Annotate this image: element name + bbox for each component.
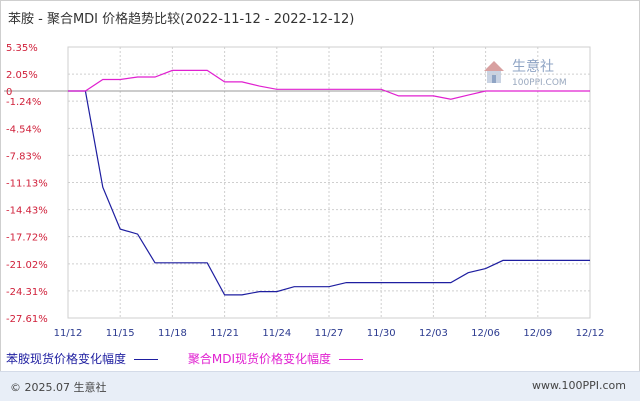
series-line-1 (68, 90, 590, 296)
series-lines (68, 69, 590, 296)
legend-swatch-series-1 (134, 359, 159, 360)
y-tick-label: -24.31% (6, 287, 48, 298)
site-link[interactable]: www.100PPI.com (532, 379, 626, 392)
legend-item-series-1: 苯胺现货价格变化幅度 (6, 350, 159, 367)
y-tick-label: -21.02% (6, 260, 48, 271)
legend-label-series-1: 苯胺现货价格变化幅度 (6, 352, 127, 366)
y-tick-label: 0 (6, 87, 12, 98)
y-tick-label: -17.72% (6, 233, 48, 244)
x-tick-label: 12/09 (523, 328, 552, 339)
x-tick-label: 12/12 (576, 328, 605, 339)
y-tick-label: -14.43% (6, 206, 48, 217)
grid (4, 46, 591, 319)
y-tick-label: 2.05% (6, 70, 38, 81)
y-tick-label: -7.83% (6, 151, 41, 162)
legend-swatch-series-2 (338, 359, 363, 360)
x-tick-label: 12/03 (419, 328, 448, 339)
y-tick-label: -11.13% (6, 179, 48, 190)
x-tick-label: 11/15 (106, 328, 135, 339)
x-tick-label: 11/30 (367, 328, 396, 339)
y-tick-label: -1.24% (6, 97, 41, 108)
legend-item-series-2: 聚合MDI现货价格变化幅度 (188, 350, 363, 367)
x-tick-label: 11/12 (54, 328, 83, 339)
watermark-url: 100PPI.COM (512, 78, 567, 88)
y-axis-ticks: 5.35% 2.05% 0-1.24% -4.54% -7.83% -11.13% -14.… (6, 43, 48, 325)
plot-border (67, 46, 591, 319)
y-tick-label: -4.54% (6, 124, 41, 135)
chart-title: 苯胺 - 聚合MDI 价格趋势比较(2022-11-12 - 2022-12-1… (8, 12, 355, 27)
x-axis-ticks: 11/12 11/15 11/18 11/21 11/24 11/27 11/30 12/03… (54, 328, 605, 339)
x-tick-label: 11/27 (315, 328, 344, 339)
legend: 苯胺现货价格变化幅度 聚合MDI现货价格变化幅度 (6, 350, 389, 367)
copyright-text: © 2025.07 生意社 (10, 381, 107, 394)
footer: © 2025.07 生意社 www.100PPI.com (0, 371, 640, 401)
y-tick-label: -27.61% (6, 314, 48, 325)
watermark: 生意社 100PPI.COM (484, 58, 567, 88)
legend-label-series-2: 聚合MDI现货价格变化幅度 (187, 352, 331, 366)
x-tick-label: 11/21 (210, 328, 239, 339)
y-tick-label: 5.35% (6, 43, 38, 54)
x-tick-label: 11/18 (158, 328, 187, 339)
x-tick-label: 12/06 (471, 328, 500, 339)
x-tick-label: 11/24 (262, 328, 291, 339)
series-line-2 (68, 69, 590, 100)
watermark-name: 生意社 (512, 58, 554, 75)
